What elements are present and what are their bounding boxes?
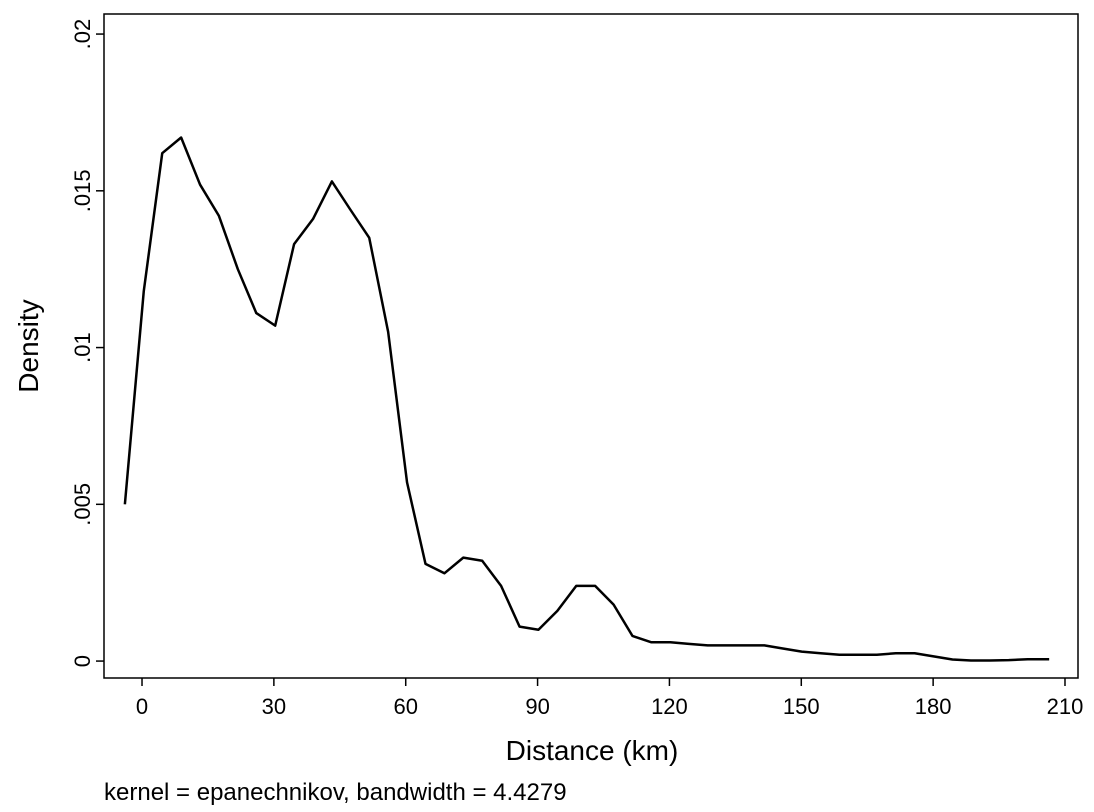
plot-frame	[103, 13, 1079, 679]
x-tick-label: 0	[136, 694, 148, 719]
x-tick-label: 120	[651, 694, 688, 719]
x-tick-label: 30	[262, 694, 286, 719]
y-axis-title: Density	[13, 299, 44, 392]
x-axis-title: Distance (km)	[506, 735, 679, 766]
x-tick-label: 90	[525, 694, 549, 719]
note: kernel = epanechnikov, bandwidth = 4.427…	[104, 779, 567, 806]
y-tick-label: .01	[70, 332, 95, 363]
density-line	[123, 136, 1050, 662]
x-tick-label: 210	[1047, 694, 1084, 719]
y-tick-label: .005	[70, 483, 95, 526]
x-tick-label: 150	[783, 694, 820, 719]
x-tick-label: 180	[915, 694, 952, 719]
y-tick-label: .02	[70, 19, 95, 50]
y-tick-label: 0	[70, 655, 95, 667]
x-tick-label: 60	[393, 694, 417, 719]
y-tick-label: .015	[70, 169, 95, 212]
